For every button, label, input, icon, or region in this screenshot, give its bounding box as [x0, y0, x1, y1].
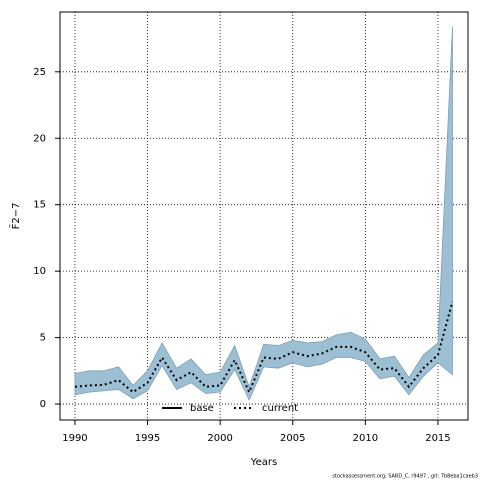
x-tick-label: 2005 [280, 433, 305, 444]
x-tick-label: 1990 [62, 433, 87, 444]
y-tick-label: 5 [40, 333, 46, 344]
y-tick-label: 15 [33, 200, 46, 211]
y-tick-label: 25 [33, 67, 46, 78]
y-tick-label: 10 [33, 266, 46, 277]
legend-label: current [262, 403, 298, 414]
y-axis-label: F̄2−7 [9, 203, 22, 230]
x-tick-label: 2010 [353, 433, 378, 444]
legend-label: base [190, 403, 214, 414]
plot-frame [59, 11, 469, 421]
x-tick-label: 1995 [135, 433, 160, 444]
y-tick-label: 0 [40, 399, 46, 410]
x-tick-label: 2000 [207, 433, 232, 444]
y-tick-label: 20 [33, 133, 46, 144]
x-tick-label: 2015 [425, 433, 450, 444]
footnote: stockassessment.org, SARD_C, r9497 , git… [332, 474, 478, 480]
confidence-band [74, 26, 453, 402]
x-axis-label: Years [250, 457, 277, 468]
